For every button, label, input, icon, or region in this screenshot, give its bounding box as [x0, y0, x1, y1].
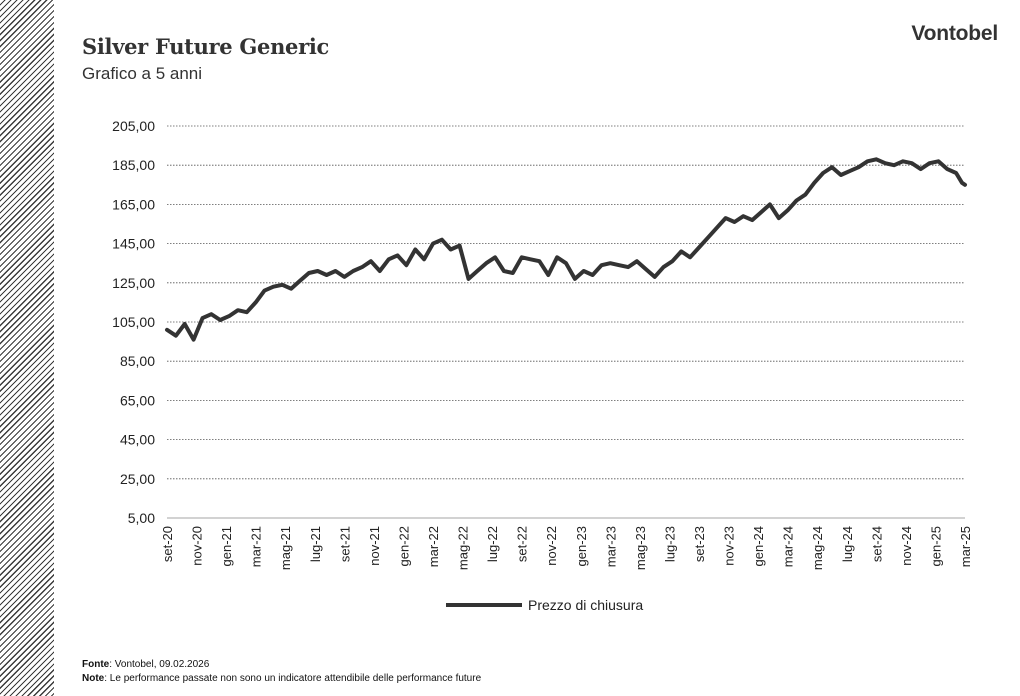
x-tick-label: mar-25 — [958, 526, 973, 567]
x-tick-label: nov-23 — [722, 526, 737, 566]
series-layer — [165, 157, 967, 342]
x-tick-label: mar-24 — [781, 526, 796, 567]
y-tick-label: 105,00 — [112, 314, 155, 330]
x-tick-label: lug-24 — [840, 526, 855, 562]
y-tick-label: 45,00 — [120, 432, 155, 448]
y-tick-label: 125,00 — [112, 275, 155, 291]
y-tick-label: 85,00 — [120, 353, 155, 369]
series-line-prezzo-di-chiusura — [165, 157, 967, 342]
y-axis-labels: 5,00 25,00 45,00 65,00 85,00 105,00 125,00 145,… — [112, 118, 155, 526]
x-tick-label: nov-22 — [544, 526, 559, 566]
brand-logo: Vontobel — [911, 22, 998, 45]
y-tick-label: 65,00 — [120, 392, 155, 408]
source-label: Fonte — [82, 659, 110, 670]
chart-title: Silver Future Generic — [82, 34, 330, 59]
x-tick-label: set-20 — [160, 526, 175, 562]
chart-subtitle: Grafico a 5 anni — [82, 64, 203, 83]
x-tick-label: mar-22 — [426, 526, 441, 567]
hatched-side-band — [0, 0, 54, 696]
x-tick-label: gen-25 — [928, 526, 943, 566]
x-tick-label: lug-23 — [662, 526, 677, 562]
x-tick-label: mar-21 — [249, 526, 264, 567]
footer: Fonte: Vontobel, 09.02.2026 Note: Le per… — [82, 658, 481, 686]
note-text: : Le performance passate non sono un ind… — [104, 673, 482, 684]
x-tick-label: mag-22 — [456, 526, 471, 570]
note-label: Note — [82, 673, 105, 684]
x-tick-label: mar-23 — [603, 526, 618, 567]
x-tick-label: mag-23 — [633, 526, 648, 570]
x-tick-label: set-22 — [515, 526, 530, 562]
grid-lines — [167, 125, 965, 519]
y-tick-label: 5,00 — [128, 510, 155, 526]
x-tick-label: lug-21 — [308, 526, 323, 562]
footer-source: Fonte: Vontobel, 09.02.2026 — [82, 658, 481, 672]
x-tick-label: gen-22 — [396, 526, 411, 566]
legend: Prezzo di chiusura — [446, 597, 643, 613]
x-tick-label: set-24 — [869, 526, 884, 562]
x-tick-label: nov-24 — [899, 526, 914, 566]
x-tick-label: mag-24 — [810, 526, 825, 570]
y-tick-label: 25,00 — [120, 471, 155, 487]
x-axis-labels: set-20 nov-20 gen-21 mar-21 mag-21 lug-21 set-… — [160, 526, 973, 570]
x-tick-label: set-21 — [337, 526, 352, 562]
x-tick-label: set-23 — [692, 526, 707, 562]
x-tick-label: lug-22 — [485, 526, 500, 562]
y-tick-label: 185,00 — [112, 157, 155, 173]
x-tick-label: nov-20 — [190, 526, 205, 566]
x-tick-label: nov-21 — [367, 526, 382, 566]
x-tick-label: gen-23 — [574, 526, 589, 566]
footer-note: Note: Le performance passate non sono un… — [82, 672, 481, 686]
legend-label: Prezzo di chiusura — [528, 597, 643, 613]
y-tick-label: 145,00 — [112, 236, 155, 252]
x-tick-label: mag-21 — [278, 526, 293, 570]
source-text: : Vontobel, 09.02.2026 — [109, 659, 210, 670]
x-tick-label: gen-21 — [219, 526, 234, 566]
y-tick-label: 205,00 — [112, 118, 155, 134]
x-tick-label: gen-24 — [751, 526, 766, 566]
y-tick-label: 165,00 — [112, 196, 155, 212]
